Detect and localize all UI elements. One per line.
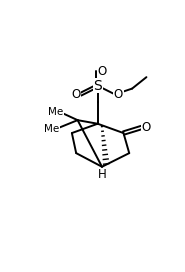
Text: Me: Me [48,107,64,117]
Text: O: O [114,88,123,101]
Text: O: O [142,121,151,134]
Text: S: S [93,79,102,93]
Text: O: O [72,88,81,101]
Text: H: H [98,168,106,181]
Text: Me: Me [44,125,59,134]
Text: O: O [97,65,107,78]
